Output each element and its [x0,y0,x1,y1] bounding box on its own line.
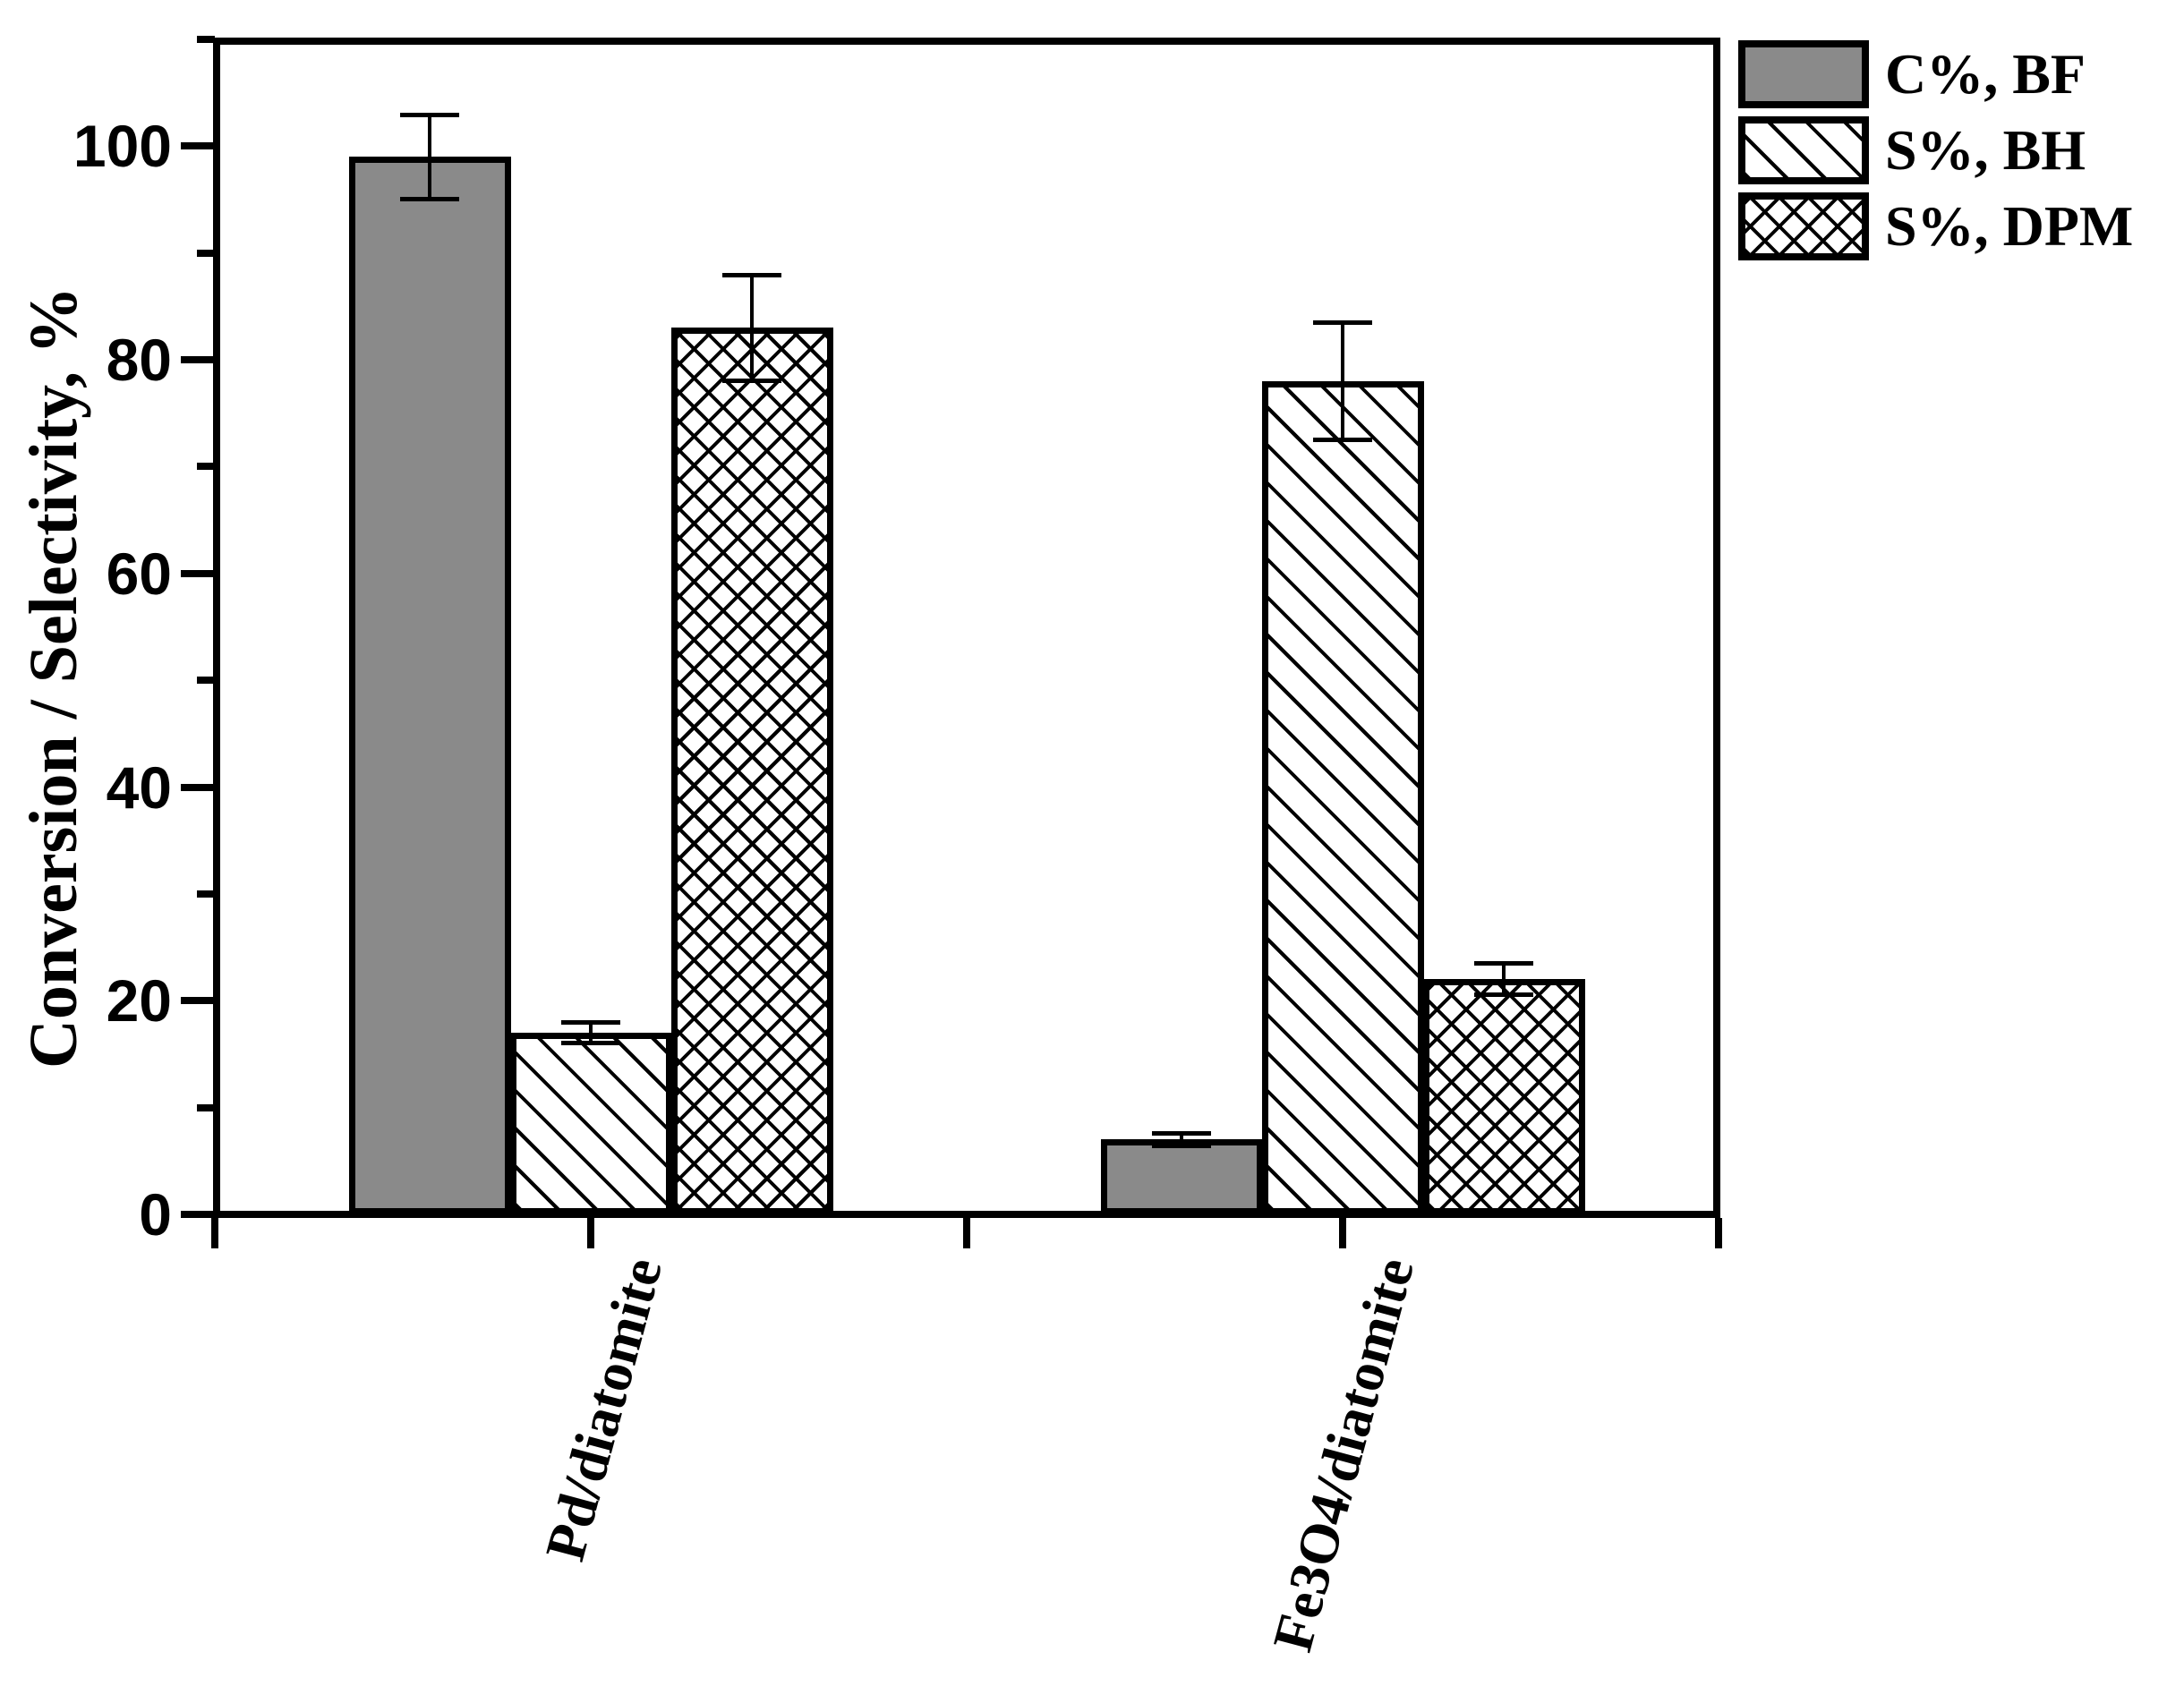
y-tick-label: 80 [106,327,172,394]
legend-row-s-bh: S%, BH [1738,116,2184,184]
legend-row-s-dpm: S%, DPM [1738,192,2184,260]
y-minor-tick [197,1103,215,1111]
error-bar-line [750,274,754,381]
legend-row-c-bf: C%, BF [1738,40,2184,108]
category-label: Fe3O4/diatomite [1260,1251,1426,1658]
error-bar-cap [561,1041,620,1046]
x-tick [587,1218,594,1248]
y-major-tick [181,783,215,791]
y-major-tick [181,1211,215,1218]
bar-solid-gray [1101,1139,1263,1214]
y-minor-tick [197,36,215,43]
y-major-tick [181,142,215,150]
error-bar-cap [1152,1131,1211,1137]
y-major-tick [181,356,215,364]
error-bar-cap [722,272,781,277]
legend-swatch-cross-hatch [1738,192,1869,260]
legend-label: C%, BF [1885,42,2086,106]
legend-label: S%, BH [1885,118,2086,182]
y-tick-label: 100 [73,113,172,180]
legend-label: S%, DPM [1885,194,2134,258]
y-tick-label: 20 [106,967,172,1035]
bar-cross-hatch [1423,979,1585,1214]
error-bar-line [589,1022,593,1043]
error-bar-cap [400,197,459,202]
error-bar-cap [1152,1143,1211,1148]
error-bar-line [1502,963,1506,996]
y-tick-label: 0 [139,1181,172,1247]
x-tick [963,1218,970,1248]
error-bar-cap [561,1020,620,1026]
error-bar-cap [1313,437,1372,442]
error-bar-cap [722,378,781,383]
y-major-tick [181,569,215,577]
x-tick [211,1218,218,1248]
bar-diagonal-hatch [510,1033,672,1214]
error-bar-cap [1474,961,1533,966]
error-bar-cap [1313,320,1372,326]
y-tick-label: 40 [106,754,172,821]
error-bar-cap [400,112,459,117]
error-bar-line [1180,1133,1183,1146]
y-minor-tick [197,463,215,471]
bar-solid-gray [349,157,511,1214]
x-tick [1715,1218,1722,1248]
y-major-tick [181,997,215,1005]
x-tick [1339,1218,1346,1248]
bar-diagonal-hatch [1262,380,1424,1214]
y-minor-tick [197,890,215,898]
bar-cross-hatch [671,328,833,1214]
error-bar-cap [1474,992,1533,998]
y-minor-tick [197,249,215,257]
error-bar-line [428,114,431,200]
error-bar-line [1341,322,1344,440]
legend-swatch-solid-gray [1738,40,1869,108]
y-tick-label: 60 [106,540,172,607]
y-minor-tick [197,677,215,685]
legend: C%, BF S%, BH S%, DPM [1738,0,2184,286]
legend-swatch-diagonal-hatch [1738,116,1869,184]
category-label: Pd/diatomite [533,1251,674,1568]
